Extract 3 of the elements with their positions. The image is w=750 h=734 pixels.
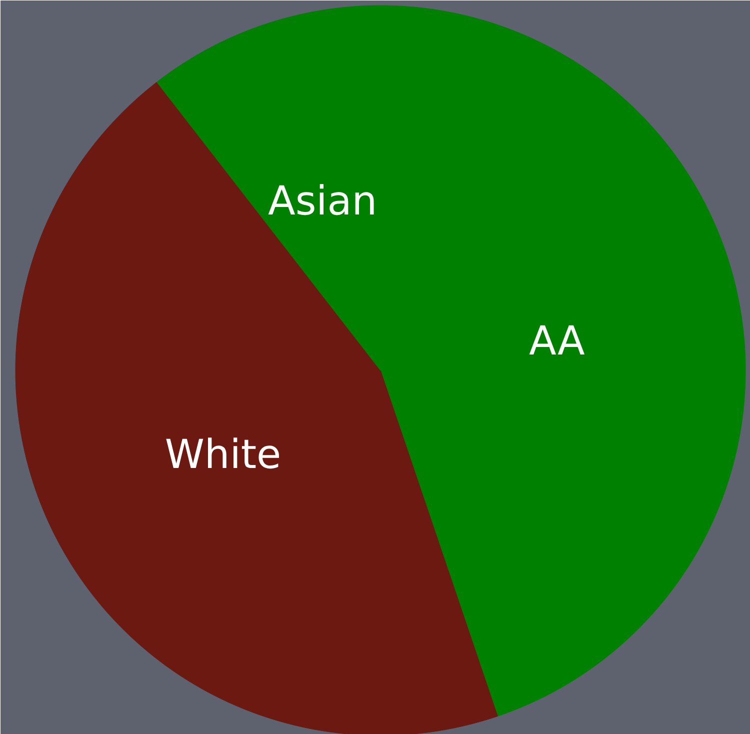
slice-label: Asian — [268, 178, 378, 224]
slice-label: White — [164, 432, 282, 478]
slice-label: AA — [529, 318, 586, 364]
